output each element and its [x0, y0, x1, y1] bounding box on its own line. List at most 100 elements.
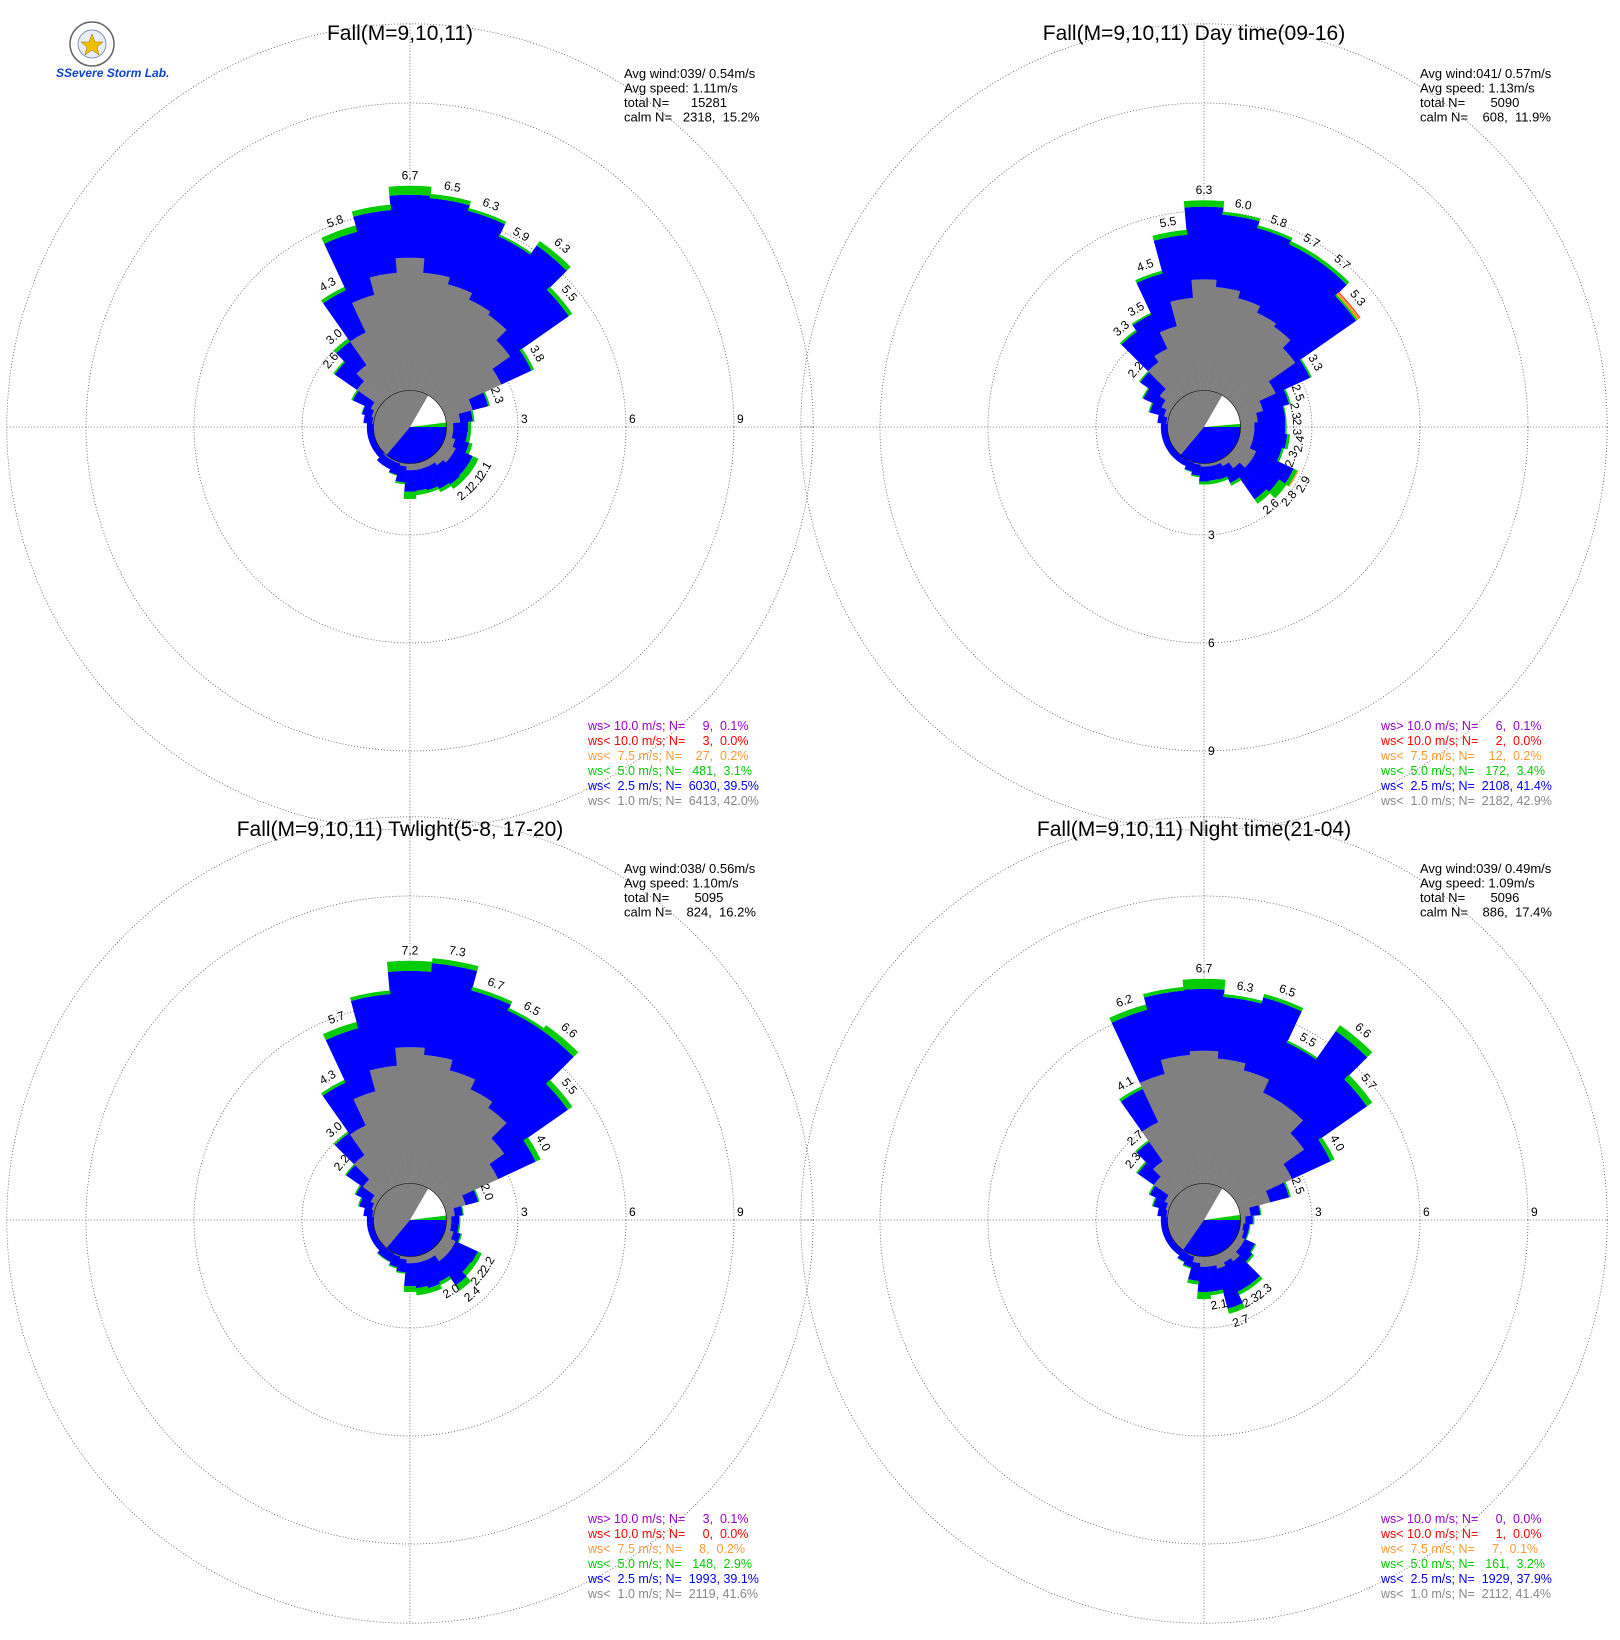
bar-label-60: 4.0 — [1327, 1132, 1348, 1154]
bar-60-green — [1318, 1137, 1335, 1162]
bar-60-gray — [439, 1164, 499, 1205]
bar-label-70: 2.0 — [478, 1182, 497, 1203]
bar-240-blue — [370, 442, 380, 452]
bar-70-green — [1283, 388, 1291, 405]
bar-320-green — [1135, 1140, 1150, 1153]
range-ring-3 — [301, 1111, 519, 1329]
bar-130-blue — [1244, 459, 1280, 493]
bar-110-gray — [442, 436, 456, 447]
bar-90-blue — [1245, 1215, 1253, 1225]
bar-300-blue — [1149, 1185, 1169, 1202]
bar-60-green — [523, 1137, 541, 1162]
bar-130-green — [1245, 1253, 1255, 1264]
legend-entry: ws< 7.5 m/s; N= 7, 0.1% — [1380, 1542, 1538, 1556]
bar-label-30: 6.5 — [521, 998, 543, 1019]
bar-label-70: 2.5 — [1289, 383, 1308, 404]
bar-50-green — [545, 1079, 573, 1110]
bar-60-gray — [1233, 381, 1276, 412]
panel-title: Fall(M=9,10,11) Night time(21-04) — [1037, 818, 1351, 841]
bar-50-blue — [1290, 1079, 1367, 1150]
bar-10-gray — [413, 1055, 454, 1186]
bar-140-gray — [430, 452, 444, 466]
bar-120-green — [471, 1251, 482, 1266]
bar-60-blue — [492, 349, 532, 385]
bar-30-gray — [1219, 312, 1277, 398]
calm-pie — [1167, 390, 1241, 464]
bar-300-blue — [352, 390, 375, 409]
calm-pie-gray — [373, 390, 429, 455]
calm-pie-blue — [1180, 427, 1241, 464]
bar-350-green — [349, 990, 391, 1002]
bar-250-blue — [1162, 436, 1171, 446]
bar-170-blue — [1207, 465, 1219, 481]
bar-280-blue — [1157, 414, 1168, 424]
legend-entry: ws< 2.5 m/s; N= 6030, 39.5% — [587, 779, 759, 793]
bar-100-gray — [444, 430, 454, 439]
bar-10-green — [1222, 211, 1261, 222]
bar-340-gray — [353, 1091, 401, 1188]
bar-150-green — [438, 482, 452, 493]
ring-label-6: 6 — [629, 412, 636, 426]
direction-bars: 6.36.05.85.75.75.33.32.52.32.32.42.32.92… — [1110, 183, 1369, 517]
ring-label-9: 9 — [737, 1205, 744, 1219]
bar-320-green — [333, 1131, 350, 1146]
bar-110-gray — [442, 1229, 454, 1240]
speed-legend: ws> 10.0 m/s; N= 9, 0.1%ws< 10.0 m/s; N=… — [587, 719, 759, 808]
bar-10-blue — [1215, 214, 1260, 292]
range-ring-9 — [85, 895, 735, 1545]
bar-190-green — [394, 480, 406, 485]
bar-40-blue — [1274, 261, 1347, 341]
bar-350-blue — [1153, 234, 1193, 302]
bar-350-green — [351, 204, 392, 217]
bar-80-green — [1258, 1204, 1262, 1216]
bar-label-30: 5.9 — [511, 224, 533, 245]
range-ring-3 — [1095, 318, 1313, 536]
ring-label-3: 3 — [1315, 1205, 1322, 1219]
bar-50-gray — [1229, 347, 1296, 407]
bar-50-gray — [1229, 1133, 1305, 1200]
ring-label-3: 3 — [521, 412, 528, 426]
bar-350-gray — [1160, 1055, 1201, 1186]
calm-pie-green — [1204, 423, 1241, 427]
bar-190-green — [1187, 1279, 1199, 1285]
bar-40-blue — [1284, 1031, 1368, 1121]
bar-320-gray — [1152, 1160, 1184, 1195]
bar-label-70: 2.3 — [488, 385, 507, 406]
bar-label-60: 4.0 — [533, 1132, 554, 1154]
bar-60-blue — [1268, 359, 1311, 394]
bar-30-blue — [469, 236, 531, 313]
bar-0-blue — [389, 194, 431, 259]
bar-320-blue — [336, 341, 367, 374]
bar-0-gray — [394, 1047, 426, 1185]
bar-140-blue — [438, 1255, 467, 1286]
bar-40-blue — [488, 1030, 574, 1124]
bar-210-blue — [1177, 1250, 1189, 1262]
bar-label-330: 4.1 — [1114, 1073, 1136, 1094]
stat-avg-wind: Avg wind:038/ 0.56m/s — [624, 861, 756, 876]
bar-label-30: 5.7 — [1301, 230, 1323, 251]
bar-330-blue — [322, 1082, 367, 1135]
bar-140-gray — [1224, 1245, 1240, 1262]
calm-pie-green — [410, 1215, 447, 1220]
bar-180-gray — [406, 462, 414, 471]
bar-130-blue — [1235, 1245, 1253, 1262]
bar-120-orange — [1288, 470, 1299, 488]
bar-0-gray — [1188, 1050, 1220, 1185]
bar-310-blue — [334, 361, 365, 390]
bar-120-gray — [439, 1235, 456, 1249]
calm-pie — [373, 1183, 447, 1257]
ring-label-6: 6 — [1208, 636, 1215, 650]
bar-10-blue — [423, 198, 470, 278]
bar-label-20: 6.7 — [486, 974, 507, 993]
bar-80-gray — [1238, 412, 1258, 424]
bar-40-gray — [1224, 326, 1291, 402]
bar-40-gray — [430, 1107, 507, 1195]
bar-50-green — [1334, 294, 1358, 321]
bar-60-green — [519, 348, 535, 371]
bar-90-gray — [445, 1216, 452, 1224]
bar-210-green — [383, 1257, 391, 1263]
speed-legend: ws> 10.0 m/s; N= 6, 0.1%ws< 10.0 m/s; N=… — [1380, 719, 1552, 808]
bar-30-gray — [1219, 1092, 1285, 1191]
bar-100-gray — [1238, 430, 1255, 441]
bar-70-blue — [1259, 389, 1290, 412]
